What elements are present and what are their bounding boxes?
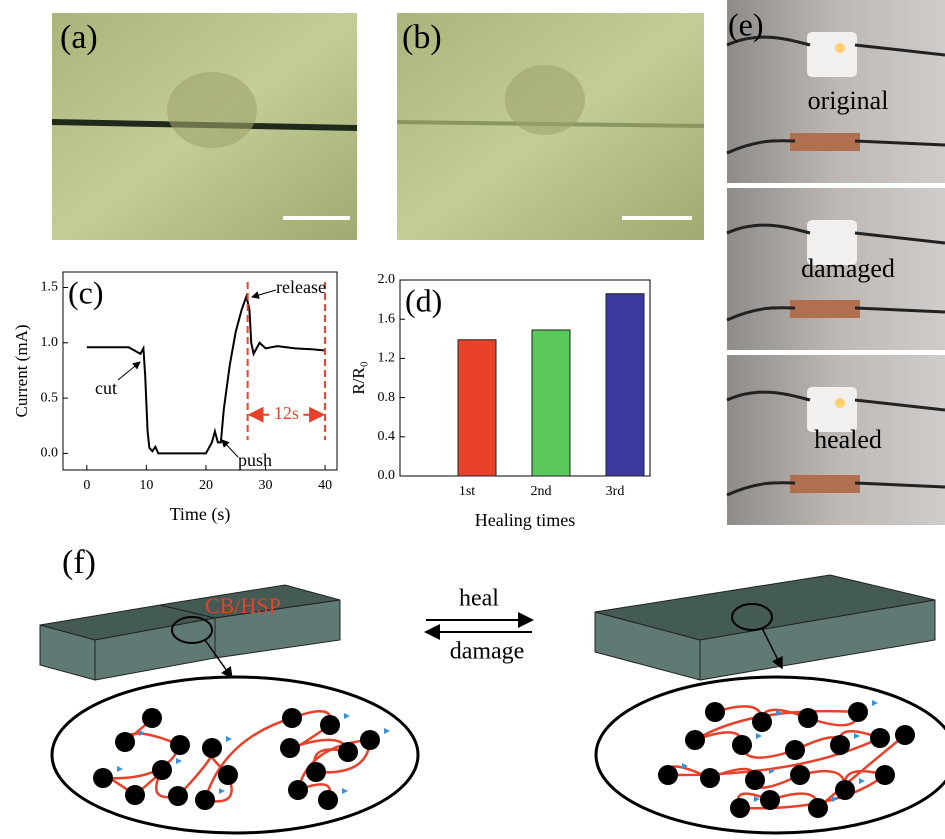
carbon-particle [338,742,358,762]
carbon-particle [115,732,135,752]
data-line [87,296,325,453]
carbon-particle [288,780,308,800]
figure: (a) (b) original damaged healed (e) (f) CB… [0,0,945,839]
spot [167,72,257,148]
panel-label: (d) [405,282,442,318]
panel-label: (a) [60,19,98,56]
carbon-particle [848,702,868,722]
carbon-particle [170,735,190,755]
spot [505,65,585,135]
carbon-particle [152,760,172,780]
panel-label: (f) [62,544,96,581]
carbon-particle [142,708,162,728]
y-tick-label: 1.2 [378,351,396,366]
carbon-particle [360,730,380,750]
carbon-particle [895,725,915,745]
pointer [222,440,238,457]
panel-label: (b) [402,19,442,56]
panel-label: (e) [728,6,764,42]
state-label: healed [814,425,882,454]
micro-view [52,677,418,833]
sample [790,300,860,318]
carbon-particle [752,712,772,732]
bar [606,294,644,476]
y-tick-label: 1.0 [41,335,59,350]
led [835,398,845,408]
x-tick-label: 0 [83,478,90,493]
y-tick-label: 2.0 [378,272,396,287]
y-tick-label: 1.6 [378,311,396,326]
carbon-particle [798,708,818,728]
carbon-particle [830,735,850,755]
annotation: release [276,277,326,297]
carbon-particle [202,738,222,758]
carbon-particle [318,790,338,810]
carbon-particle [93,768,113,788]
bar [458,340,496,476]
panel-label: (c) [68,274,104,310]
pointer [252,290,276,297]
carbon-particle [705,702,725,722]
y-tick-label: 0.0 [41,446,59,461]
carbon-particle [280,738,300,758]
x-tick-label: 30 [259,478,273,493]
state-label: original [808,86,889,115]
x-axis-label: Time (s) [170,504,231,525]
sample [790,475,860,493]
carbon-particle [785,740,805,760]
led [835,43,845,53]
carbon-particle [218,765,238,785]
plot-frame [63,272,337,470]
x-tick-label: 2nd [531,484,552,499]
y-tick-label: 0.0 [378,468,396,483]
arrow-label: damage [450,639,525,665]
carbon-particle [732,735,752,755]
arrow-label: heal [459,586,499,612]
y-axis-label: Current (mA) [12,324,31,417]
x-tick-label: 20 [199,478,213,493]
carbon-particle [730,798,750,818]
carbon-particle [700,768,720,788]
sample [790,133,860,151]
material-label: CB/HSP [205,593,281,618]
x-tick-label: 10 [139,478,153,493]
y-tick-label: 0.8 [378,390,396,405]
annotation: cut [95,378,117,398]
device [807,32,857,77]
carbon-particle [835,780,855,800]
carbon-particle [745,770,765,790]
carbon-particle [168,786,188,806]
x-axis-label: Healing times [475,510,575,530]
y-axis-label: R/R₀ [349,361,368,394]
x-tick-label: 3rd [606,484,625,499]
pointer [118,362,140,380]
carbon-particle [125,785,145,805]
carbon-particle [808,798,828,818]
x-tick-label: 1st [459,484,475,499]
carbon-particle [195,790,215,810]
y-tick-label: 0.5 [41,390,59,405]
carbon-particle [320,715,340,735]
y-tick-label: 0.4 [378,429,396,444]
y-tick-label: 1.5 [41,280,59,295]
annotation: push [238,450,272,470]
carbon-particle [282,708,302,728]
carbon-particle [875,765,895,785]
carbon-particle [760,790,780,810]
carbon-particle [685,730,705,750]
carbon-particle [306,762,326,782]
x-tick-label: 40 [318,478,332,493]
bar [532,330,570,476]
state-label: damaged [801,254,895,283]
carbon-particle [658,765,678,785]
annotation: 12s [274,403,299,423]
carbon-particle [870,728,890,748]
carbon-particle [790,765,810,785]
